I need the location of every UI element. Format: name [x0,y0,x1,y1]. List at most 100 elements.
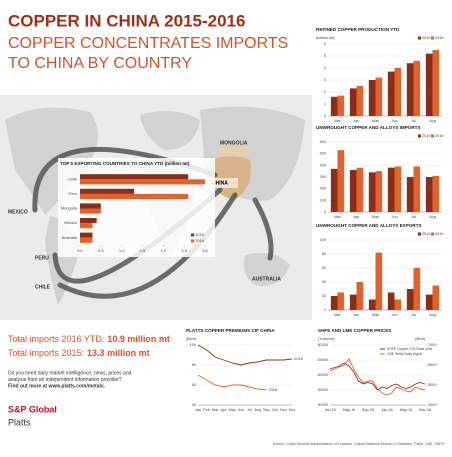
map-label: CHINA [212,180,228,186]
total-label: Total imports 2016 YTD: [8,334,104,344]
y-tick-label: 4 [324,66,326,70]
bar [337,150,345,212]
y-tick-label: 200 [320,187,326,191]
y-tick-label: 30000 [317,403,328,407]
bar [432,175,440,212]
bar [394,299,402,310]
y-tick-label: 5 [324,54,326,58]
mongolia-highlight [218,144,252,157]
x-tick-label: Mar [212,408,219,412]
y-tick-label: 1 [324,102,326,106]
x-tick-label: 1.0 [119,248,125,253]
bar [356,282,364,310]
x-tick-label: 2.0 [161,248,167,253]
y-tick-label: 0 [324,308,326,312]
y-tick-label: 40 [192,403,196,407]
bar [432,50,440,116]
legend-swatch [431,232,434,236]
x-tick-label: Jan-16 [381,408,393,412]
y-tick-label: 0 [324,210,326,214]
x-tick-label: Jun [391,215,397,219]
bar [330,296,338,310]
promo-text: Find out more at www.platts.com/metals. [8,383,106,389]
bar [80,179,205,185]
bar [356,167,364,212]
x-tick-label: Jan-15 [324,408,336,412]
x-tick-label: 0.5 [98,248,104,253]
x-tick-label: Feb [203,408,210,412]
bar [337,95,345,116]
x-tick-label: Jul [411,215,416,219]
y-axis-label: (million mt) [316,36,335,40]
legend-label: 2015 [422,134,430,138]
y-tick-label: 50000 [317,343,328,347]
x-tick-label: May [372,215,379,219]
bar [425,294,433,310]
x-tick-label: 2.5 [181,248,187,253]
bar [375,77,383,116]
bar [330,96,338,116]
legend-label: 2016 [195,238,205,243]
map-label: AUSTRALIA [252,276,281,282]
y-tick-label: 2 [324,90,326,94]
bar [80,188,135,194]
x-tick-label: Jul [247,408,252,412]
bar [425,53,433,116]
x-tick-label: Apr [354,119,361,123]
bar [375,171,383,212]
legend-label: 2016 [435,134,443,138]
y-axis-label: (Yuan/mt) [318,337,335,341]
logo: S&P Global [8,404,57,414]
chart-title: UNWROUGHT COPPER AND ALLOYS IMPORTS [316,125,421,130]
bar [349,294,357,310]
x-tick-label: May [229,408,236,412]
y-tick-label: 100 [320,198,326,202]
bar [406,289,414,310]
bar [413,60,421,116]
y-axis-label: ($/mt) [186,337,197,341]
bar [80,174,189,180]
x-tick-label: Sep-16 [419,408,431,412]
bar [425,177,433,212]
legend-label: 2015 [195,232,205,237]
subtitle: TO CHINA BY COUNTRY [8,55,192,72]
x-tick-label: Jun [238,408,244,412]
line [197,374,267,391]
chart-title: UNWROUGHT COPPER AND ALLOYS EXPORTS [316,223,422,228]
bar [394,68,402,116]
legend-swatch [431,134,434,138]
x-tick-label: Jun [391,313,397,317]
bar [80,193,189,200]
x-tick-label: Aug [429,119,436,123]
x-tick-label: Sep-15 [362,408,374,412]
map-label: MONGOLIA [220,140,248,146]
bar [406,177,414,212]
total: Total imports 2016 YTD: 10.9 million mt [8,334,170,344]
y2-tick-label: 7000 [428,343,436,347]
y-tick-label: 80 [322,252,326,256]
legend-swatch [191,233,194,237]
y-tick-label: 40000 [317,373,328,377]
y-tick-label: 60 [192,383,196,387]
x-tick-label: Jul [411,313,416,317]
bar [368,80,376,116]
total: Total imports 2015: 13.3 million mt [8,348,150,358]
line [197,344,293,366]
bar [432,285,440,310]
legend-label: 2016 [435,232,443,236]
line [329,362,426,391]
map-label: CHILE [35,284,51,290]
y-tick-label: 20 [322,294,326,298]
bar [349,88,357,116]
bar [330,168,338,212]
y-tick-label: 0 [324,114,326,118]
x-tick-label: May [372,313,379,317]
series-label: 2016 [268,387,278,392]
bar [80,232,93,238]
x-tick-label: Jul [411,119,416,123]
x-tick-label: Mar [334,119,341,123]
series-label: 2015 [294,356,304,361]
y-tick-label: Chile [68,176,78,181]
x-tick-label: Apr [354,215,361,219]
